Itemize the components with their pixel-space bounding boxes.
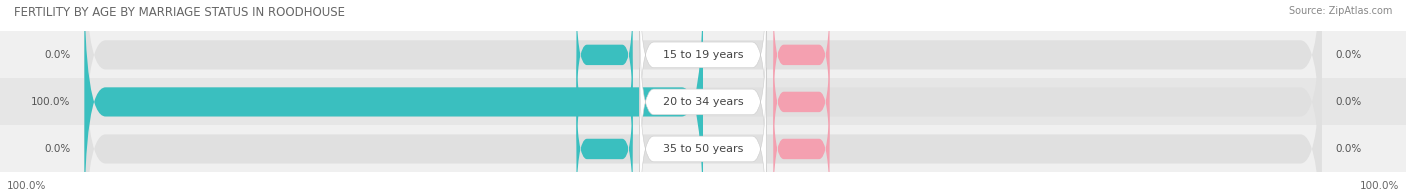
Text: 15 to 19 years: 15 to 19 years bbox=[662, 50, 744, 60]
Bar bbox=[0, 78, 1406, 125]
FancyBboxPatch shape bbox=[640, 21, 766, 183]
FancyBboxPatch shape bbox=[773, 42, 830, 162]
FancyBboxPatch shape bbox=[84, 0, 703, 196]
Text: 100.0%: 100.0% bbox=[7, 181, 46, 191]
Text: Source: ZipAtlas.com: Source: ZipAtlas.com bbox=[1288, 6, 1392, 16]
FancyBboxPatch shape bbox=[84, 0, 1322, 181]
FancyBboxPatch shape bbox=[84, 0, 1322, 196]
Text: 0.0%: 0.0% bbox=[1336, 97, 1362, 107]
Text: 100.0%: 100.0% bbox=[31, 97, 70, 107]
Text: 35 to 50 years: 35 to 50 years bbox=[662, 144, 744, 154]
Text: 0.0%: 0.0% bbox=[44, 50, 70, 60]
FancyBboxPatch shape bbox=[576, 89, 633, 196]
FancyBboxPatch shape bbox=[773, 89, 830, 196]
Text: 0.0%: 0.0% bbox=[44, 144, 70, 154]
Text: 0.0%: 0.0% bbox=[1336, 50, 1362, 60]
Bar bbox=[0, 31, 1406, 78]
FancyBboxPatch shape bbox=[773, 0, 830, 115]
Text: 20 to 34 years: 20 to 34 years bbox=[662, 97, 744, 107]
Text: FERTILITY BY AGE BY MARRIAGE STATUS IN ROODHOUSE: FERTILITY BY AGE BY MARRIAGE STATUS IN R… bbox=[14, 6, 344, 19]
FancyBboxPatch shape bbox=[576, 0, 633, 115]
FancyBboxPatch shape bbox=[640, 68, 766, 196]
Text: 0.0%: 0.0% bbox=[1336, 144, 1362, 154]
FancyBboxPatch shape bbox=[576, 42, 633, 162]
FancyBboxPatch shape bbox=[84, 22, 1322, 196]
Bar bbox=[0, 125, 1406, 172]
FancyBboxPatch shape bbox=[640, 0, 766, 136]
Text: 100.0%: 100.0% bbox=[1360, 181, 1399, 191]
